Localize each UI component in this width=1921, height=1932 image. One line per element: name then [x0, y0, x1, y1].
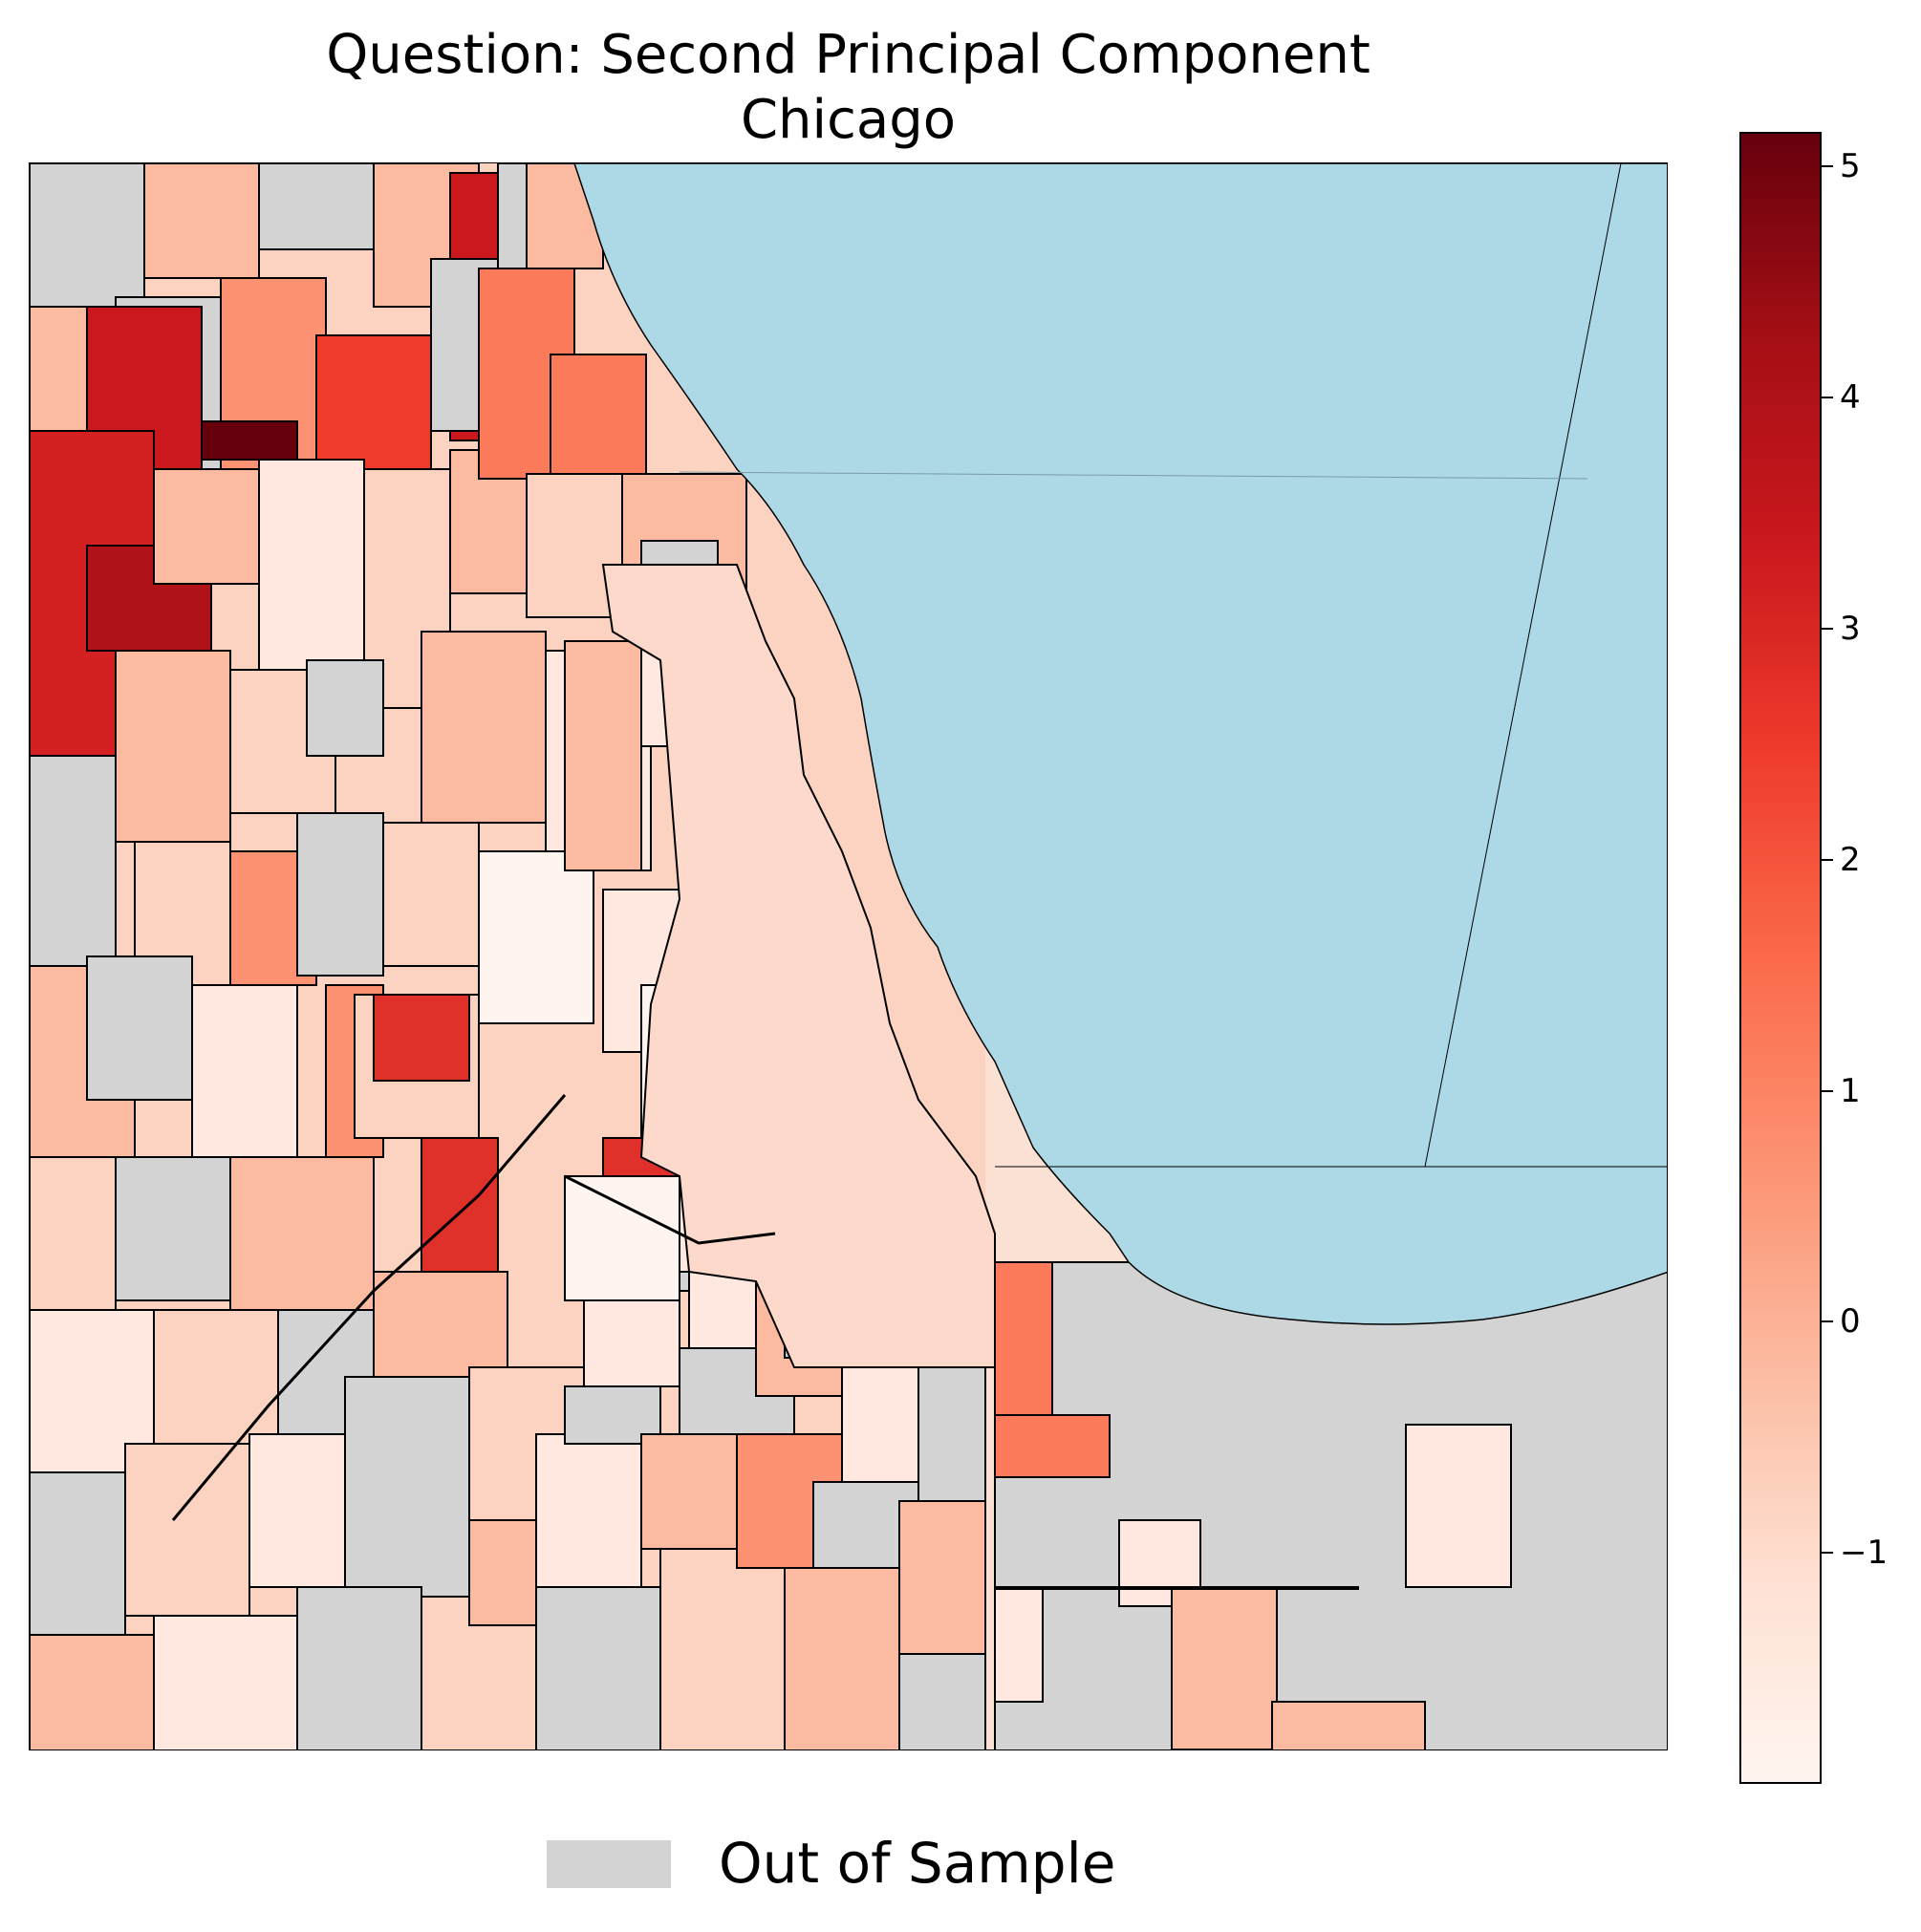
state-boundary-line: [1424, 163, 1622, 1168]
region: [315, 334, 432, 480]
region: [30, 1634, 155, 1750]
region-out-of-sample: [917, 1357, 986, 1502]
region: [1171, 1586, 1278, 1750]
region: [659, 1548, 786, 1750]
colorbar-tick: [1822, 1089, 1833, 1092]
colorbar-tick: [1822, 1552, 1833, 1555]
region: [583, 1290, 680, 1387]
region: [115, 650, 231, 843]
map-canvas: [30, 163, 1667, 1750]
region: [248, 1433, 346, 1588]
river-line: [171, 1094, 567, 1521]
region-out-of-sample: [30, 755, 117, 967]
colorbar-tick: [1822, 397, 1833, 399]
region: [898, 1500, 986, 1655]
colorbar-tick: [1822, 627, 1833, 630]
regions-southeast: [994, 1261, 1667, 1750]
region: [1405, 1424, 1512, 1588]
region-out-of-sample: [296, 1586, 422, 1750]
legend-label: Out of Sample: [719, 1831, 1116, 1896]
region: [564, 640, 642, 871]
colorbar-tick-label: 4: [1840, 378, 1861, 418]
out-of-sample-swatch: [547, 1840, 671, 1888]
colorbar-tick-label: 2: [1840, 840, 1861, 879]
region: [994, 1586, 1044, 1703]
region-out-of-sample: [296, 812, 384, 977]
region: [229, 1156, 375, 1311]
map-subtitle: Chicago: [740, 89, 957, 151]
region: [124, 1443, 250, 1617]
region: [535, 1433, 642, 1588]
map-title: Question: Second Principal Component: [326, 24, 1371, 86]
region-out-of-sample: [306, 659, 384, 757]
region: [191, 984, 298, 1177]
colorbar-tick: [1822, 1320, 1833, 1323]
region: [421, 631, 547, 824]
boundary-line: [994, 1586, 1359, 1590]
region: [421, 1137, 499, 1282]
colorbar: [1739, 132, 1822, 1784]
canal-line: [564, 1174, 776, 1245]
region-out-of-sample: [898, 1653, 986, 1750]
region: [640, 1433, 747, 1550]
colorbar-tick-label: 0: [1840, 1302, 1861, 1342]
region: [153, 1309, 279, 1445]
region: [153, 1615, 298, 1750]
colorbar-tick: [1822, 858, 1833, 861]
choropleth-map: [29, 162, 1668, 1750]
region: [382, 822, 480, 967]
region: [564, 1175, 680, 1301]
region: [143, 163, 260, 279]
region-out-of-sample: [86, 955, 193, 1101]
region: [373, 994, 470, 1082]
region-out-of-sample: [994, 1261, 1667, 1750]
region: [478, 850, 594, 1024]
region: [550, 354, 647, 475]
region-out-of-sample: [258, 163, 375, 250]
colorbar-tick-label: 3: [1840, 609, 1861, 648]
region: [784, 1567, 900, 1750]
region: [153, 468, 260, 585]
lake-michigan: [573, 163, 1667, 1325]
water-boundary-line: [679, 471, 1588, 480]
colorbar-tick-label: −1: [1840, 1534, 1889, 1573]
colorbar-tick: [1822, 165, 1833, 168]
region: [1271, 1701, 1426, 1750]
region-out-of-sample: [344, 1376, 470, 1598]
colorbar-tick-label: 1: [1840, 1071, 1861, 1110]
colorbar-tick-label: 5: [1840, 147, 1861, 186]
region-out-of-sample: [30, 1471, 126, 1636]
region-out-of-sample: [535, 1586, 671, 1750]
region: [30, 1156, 117, 1311]
region-out-of-sample: [30, 163, 145, 308]
region-out-of-sample: [115, 1156, 231, 1301]
region: [994, 1414, 1111, 1478]
region: [258, 459, 365, 671]
region: [201, 420, 298, 461]
